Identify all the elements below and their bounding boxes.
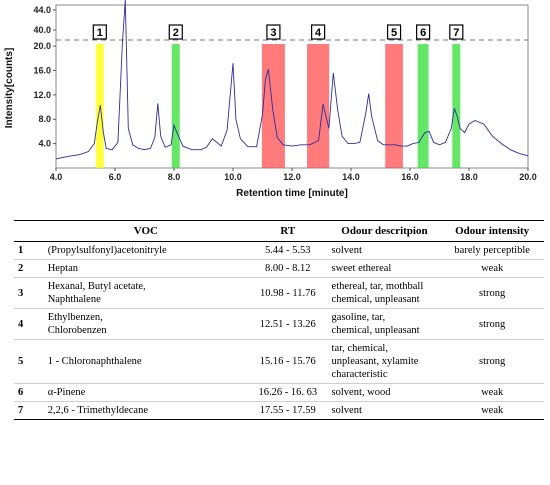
row-number: 3 (14, 277, 45, 309)
table-row: 6 α-Pinene 16.26 - 16. 63 solvent, wood weak (14, 383, 544, 402)
region-5-band (385, 44, 403, 168)
region-2-label: 2 (173, 27, 179, 39)
odour-cell: sweet ethereal (328, 259, 441, 278)
row-number: 2 (14, 259, 45, 278)
intensity-cell: weak (440, 401, 544, 420)
x-tick-label: 14.0 (342, 172, 360, 182)
odour-cell: solvent, wood (328, 383, 441, 402)
voc-cell: (Propylsulfonyl)acetonitryle (44, 241, 248, 260)
intensity-cell: strong (440, 339, 544, 384)
region-4-band (307, 44, 330, 168)
rt-cell: 5.44 - 5.53 (247, 241, 329, 260)
header-no (14, 220, 45, 242)
highlight-regions: 1 2 3 4 5 6 7 (92, 24, 464, 168)
table-row: 2 Heptan 8.00 - 8.12 sweet ethereal weak (14, 259, 544, 278)
region-7-band (452, 44, 461, 168)
region-2-band (171, 44, 180, 168)
x-tick-label: 16.0 (401, 172, 419, 182)
chromatogram-chart: 1 2 3 4 5 6 7 4.0 6.0 8.0 10.0 12.0 14.0 16.0 18.0 20.… (4, 0, 537, 199)
row-number: 7 (14, 401, 45, 420)
y-tick-label: 12.0 (33, 90, 51, 100)
x-tick-label: 4.0 (50, 172, 63, 182)
region-3-label: 3 (270, 27, 276, 39)
voc-cell: 2,2,6 - Trimethyldecane (44, 401, 248, 420)
voc-cell: 1 - Chloronaphthalene (44, 339, 248, 384)
x-tick-label: 10.0 (224, 172, 242, 182)
rt-cell: 10.98 - 11.76 (247, 277, 329, 309)
y-tick-label: 4.0 (38, 139, 51, 149)
table-row: 3 Hexanal, Butyl acetate, Naphthalene 10.98… (14, 277, 544, 309)
region-1-label-box (92, 24, 107, 40)
region-2-label-box (168, 24, 183, 40)
odour-cell: gasoline, tar, chemical, unpleasant (328, 308, 441, 340)
x-tick-label: 6.0 (109, 172, 122, 182)
region-3-label-box (266, 24, 281, 40)
region-7-label: 7 (453, 27, 459, 39)
x-tick-label: 8.0 (168, 172, 181, 182)
intensity-cell: barely perceptible (440, 241, 544, 260)
region-3-band (261, 44, 285, 168)
rt-cell: 16.26 - 16. 63 (247, 383, 329, 402)
region-6-label-box (416, 24, 431, 40)
row-number: 5 (14, 339, 45, 384)
table-header-row: VOC RT Odour descritpion Odour intensity (14, 220, 544, 242)
y-tick-label: 8.0 (38, 114, 51, 124)
region-6-label: 6 (420, 27, 426, 39)
odour-cell: solvent (328, 241, 441, 260)
row-number: 6 (14, 383, 45, 402)
intensity-cell: weak (440, 383, 544, 402)
region-6-band (417, 44, 429, 168)
table-row: 4 Ethylbenzen, Chlorobenzen 12.51 - 13.26 ga… (14, 308, 544, 340)
header-intensity: Odour intensity (440, 220, 544, 242)
voc-cell: α-Pinene (44, 383, 248, 402)
x-tick-label: 12.0 (283, 172, 301, 182)
region-4-label-box (311, 24, 326, 40)
rt-cell: 8.00 - 8.12 (247, 259, 329, 278)
axis-ticks: 4.0 6.0 8.0 10.0 12.0 14.0 16.0 18.0 20.0 4.0 8.0 1… (33, 5, 536, 182)
region-7-label-box (449, 24, 464, 40)
intensity-cell: weak (440, 259, 544, 278)
x-axis-title: Retention time [minute] (236, 188, 348, 199)
table-row: 1 (Propylsulfonyl)acetonitryle 5.44 - 5.53… (14, 241, 544, 260)
rt-cell: 12.51 - 13.26 (247, 308, 329, 340)
voc-cell: Ethylbenzen, Chlorobenzen (44, 308, 248, 340)
header-odour: Odour descritpion (328, 220, 441, 242)
x-tick-label: 20.0 (519, 172, 537, 182)
region-5-label-box (386, 24, 402, 40)
region-1-label: 1 (97, 27, 103, 39)
intensity-cell: strong (440, 308, 544, 340)
region-5-label: 5 (391, 27, 397, 39)
table-row: 7 2,2,6 - Trimethyldecane 17.55 - 17.59 sol… (14, 401, 544, 420)
row-number: 4 (14, 308, 45, 340)
header-rt: RT (247, 220, 329, 242)
odour-cell: tar, chemical, unpleasant, xylamite charac… (328, 339, 441, 384)
row-number: 1 (14, 241, 45, 260)
y-tick-label: 16.0 (33, 65, 51, 75)
rt-cell: 17.55 - 17.59 (247, 401, 329, 420)
x-tick-label: 18.0 (460, 172, 478, 182)
voc-table: VOC RT Odour descritpion Odour intensity… (14, 220, 544, 420)
y-tick-label: 20.0 (33, 41, 51, 51)
chromatogram-series-line (55, 0, 529, 160)
odour-cell: ethereal, tar, mothball chemical, unpleas… (328, 277, 441, 309)
table-body: 1 (Propylsulfonyl)acetonitryle 5.44 - 5.53… (14, 241, 544, 420)
rt-cell: 15.16 - 15.76 (247, 339, 329, 384)
voc-cell: Hexanal, Butyl acetate, Naphthalene (44, 277, 248, 309)
intensity-cell: strong (440, 277, 544, 309)
odour-cell: solvent (328, 401, 441, 420)
y-axis-title: Intensity[counts] (4, 48, 15, 129)
voc-cell: Heptan (44, 259, 248, 278)
region-4-label: 4 (315, 27, 322, 39)
y-tick-label: 40.0 (33, 25, 51, 35)
header-voc: VOC (44, 220, 248, 242)
y-tick-label: 44.0 (33, 5, 51, 15)
